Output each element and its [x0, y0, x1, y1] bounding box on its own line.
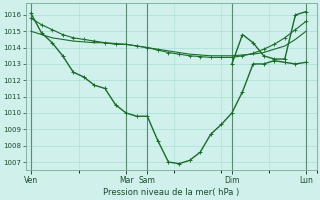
X-axis label: Pression niveau de la mer( hPa ): Pression niveau de la mer( hPa ): [103, 188, 239, 197]
